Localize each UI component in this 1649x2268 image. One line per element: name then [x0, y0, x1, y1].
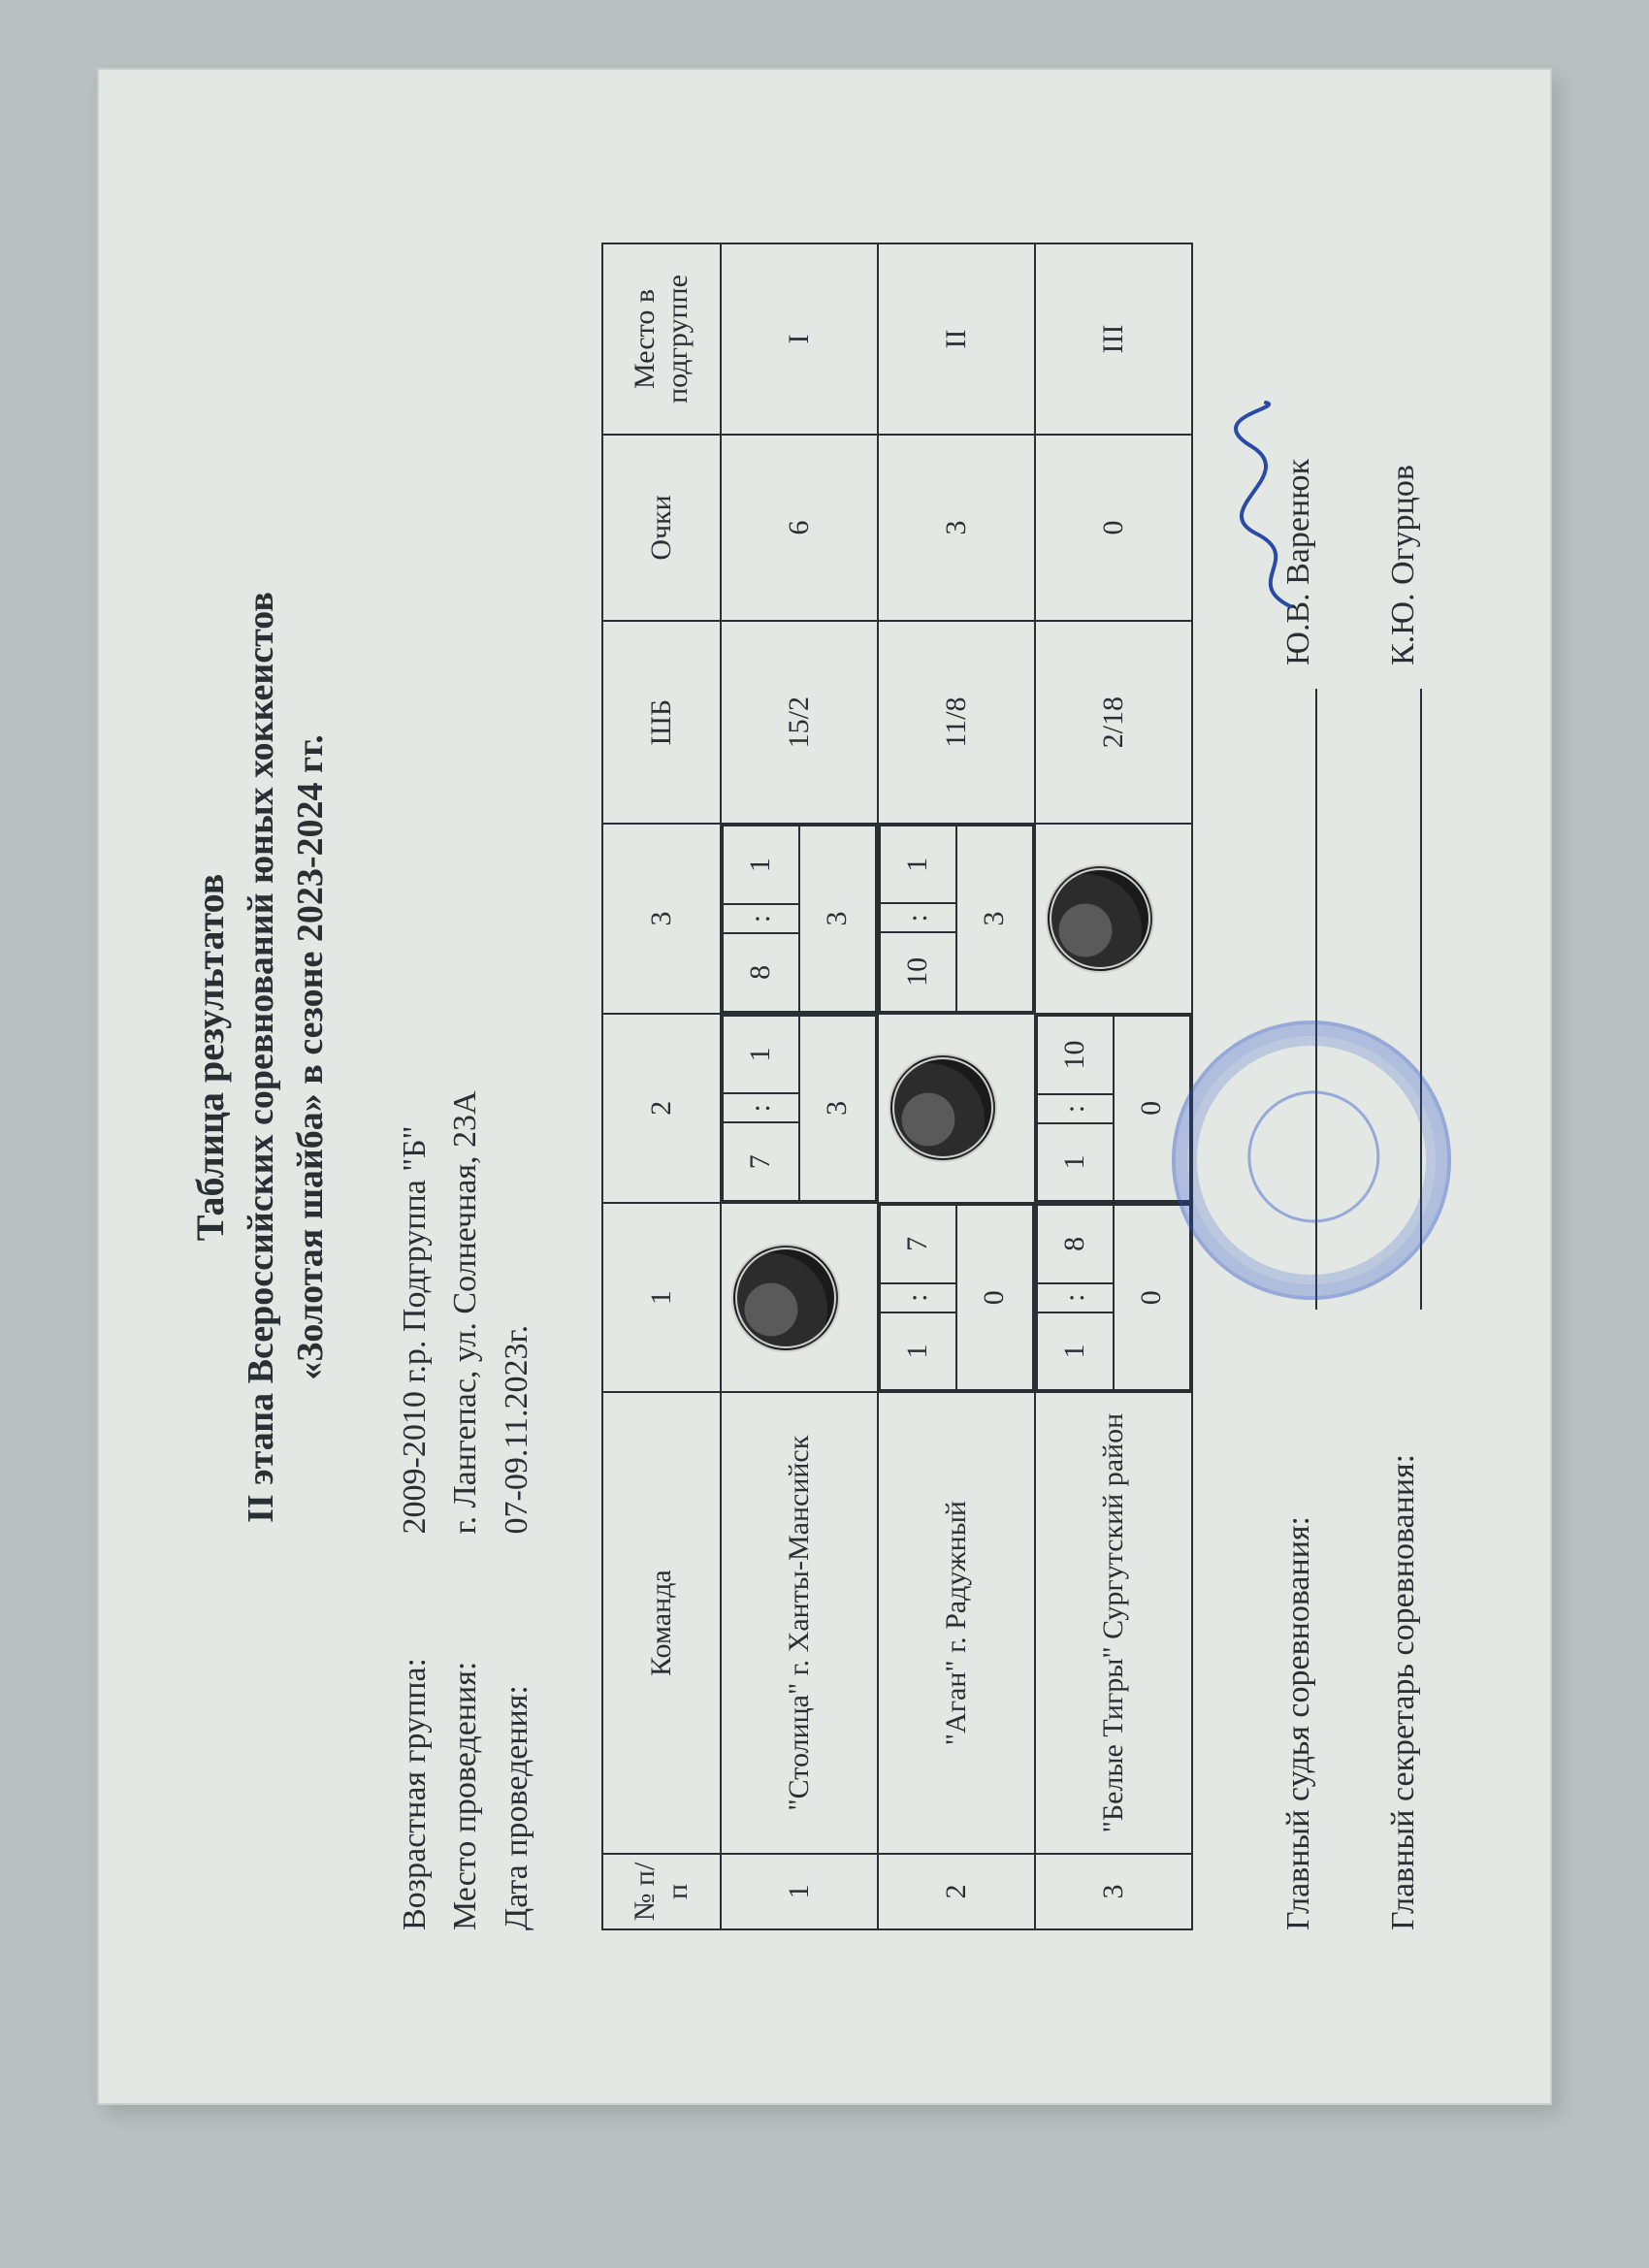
score-b: 10	[1037, 1016, 1114, 1095]
table-row: 2"Аган" г. Радужный1:7010:1311/83II	[878, 243, 1035, 1929]
meta-age-label: Возрастная группа:	[390, 1542, 441, 1930]
meta-row-age: Возрастная группа: 2009-2010 г.р. Подгру…	[390, 184, 441, 1930]
results-table: № п/п Команда 1 2 3 ШБ Очки Место в подг…	[601, 243, 1193, 1930]
title-line-3: «Золотая шайба» в сезоне 2023-2024 гг.	[286, 184, 336, 1930]
team-seal-icon	[731, 1244, 840, 1352]
cell-match: 8:13	[721, 824, 878, 1013]
match-subtable: 1:70	[879, 1204, 1034, 1391]
match-subtable: 10:13	[879, 825, 1034, 1012]
team-seal-icon	[889, 1053, 997, 1162]
cell-place: II	[878, 243, 1035, 435]
cell-match: 1:100	[1035, 1014, 1192, 1203]
meta-row-place: Место проведения: г. Лангепас, ул. Солне…	[440, 184, 492, 1930]
paper-sheet: Таблица результатов II этапа Всероссийск…	[97, 68, 1552, 2105]
cell-team: "Аган" г. Радужный	[878, 1392, 1035, 1854]
score-colon: :	[1037, 1094, 1114, 1123]
score-colon: :	[723, 904, 799, 933]
score-colon: :	[1037, 1283, 1114, 1312]
th-team: Команда	[602, 1392, 721, 1854]
th-vs-3: 3	[602, 824, 721, 1013]
cell-points: 6	[721, 435, 878, 621]
cell-self	[878, 1014, 1035, 1203]
score-b: 7	[880, 1205, 956, 1283]
match-points: 3	[799, 1016, 876, 1201]
score-a: 1	[880, 1312, 956, 1391]
cell-team: "Столица" г. Ханты-Мансийск	[721, 1392, 878, 1854]
score-colon: :	[723, 1093, 799, 1122]
cell-match: 1:80	[1035, 1203, 1192, 1392]
scan-background: Таблица результатов II этапа Всероссийск…	[0, 0, 1649, 2268]
cell-self	[721, 1203, 878, 1392]
cell-shb: 15/2	[721, 621, 878, 824]
score-a: 1	[1037, 1123, 1114, 1201]
match-subtable: 8:13	[722, 825, 877, 1012]
sign-secretary-name: К.Ю. Огурцов	[1385, 465, 1422, 665]
team-seal-icon	[1046, 864, 1154, 973]
meta-age-value: 2009-2010 г.р. Подгруппа "Б"	[397, 1125, 433, 1534]
meta-block: Возрастная группа: 2009-2010 г.р. Подгру…	[390, 184, 543, 1930]
match-points: 0	[1114, 1205, 1190, 1390]
cell-shb: 2/18	[1035, 621, 1192, 824]
cell-num: 3	[1035, 1854, 1192, 1929]
score-a: 10	[880, 932, 956, 1012]
th-place: Место в подгруппе	[602, 243, 721, 435]
cell-match: 7:13	[721, 1014, 878, 1203]
th-num: № п/п	[602, 1854, 721, 1929]
cell-match: 1:70	[878, 1203, 1035, 1392]
score-a: 1	[1037, 1312, 1114, 1391]
meta-date-label: Дата проведения:	[492, 1542, 543, 1930]
title-line-2: II этапа Всероссийских соревнований юных…	[237, 184, 286, 1930]
score-b: 1	[880, 826, 956, 903]
th-vs-2: 2	[602, 1014, 721, 1203]
score-colon: :	[880, 903, 956, 932]
score-b: 8	[1037, 1205, 1114, 1283]
table-row: 1"Столица" г. Ханты-Мансийск7:138:1315/2…	[721, 243, 878, 1929]
th-shb: ШБ	[602, 621, 721, 824]
table-row: 3"Белые Тигры" Сургутский район1:801:100…	[1035, 243, 1192, 1929]
th-vs-1: 1	[602, 1203, 721, 1392]
signatures-block: Главный судья соревнования: Ю.В. Варенюк…	[1280, 184, 1422, 1930]
meta-date-value: 07-09.11.2023г.	[499, 1325, 534, 1535]
meta-row-date: Дата проведения: 07-09.11.2023г.	[492, 184, 543, 1930]
meta-place-label: Место проведения:	[440, 1542, 492, 1930]
cell-place: I	[721, 243, 878, 435]
sign-judge-label: Главный судья соревнования:	[1280, 1310, 1317, 1930]
match-points: 3	[956, 826, 1033, 1011]
score-b: 1	[723, 1016, 799, 1094]
match-subtable: 7:13	[722, 1015, 877, 1202]
cell-place: III	[1035, 243, 1192, 435]
title-block: Таблица результатов II этапа Всероссийск…	[184, 184, 337, 1930]
match-subtable: 1:100	[1036, 1015, 1191, 1202]
cell-self	[1035, 824, 1192, 1013]
signature-scribble-icon	[1232, 398, 1310, 611]
sign-secretary-label: Главный секретарь соревнования:	[1385, 1310, 1422, 1930]
document-landscape: Таблица результатов II этапа Всероссийск…	[97, 68, 1552, 2105]
score-b: 1	[723, 826, 799, 904]
score-colon: :	[880, 1283, 956, 1312]
cell-points: 3	[878, 435, 1035, 621]
table-header-row: № п/п Команда 1 2 3 ШБ Очки Место в подг…	[602, 243, 721, 1929]
cell-num: 2	[878, 1854, 1035, 1929]
round-stamp-icon	[1146, 994, 1477, 1326]
cell-shb: 11/8	[878, 621, 1035, 824]
match-points: 0	[956, 1205, 1033, 1390]
score-a: 8	[723, 933, 799, 1012]
cell-match: 10:13	[878, 824, 1035, 1013]
title-line-1: Таблица результатов	[184, 184, 237, 1930]
cell-num: 1	[721, 1854, 878, 1929]
match-subtable: 1:80	[1036, 1204, 1191, 1391]
cell-team: "Белые Тигры" Сургутский район	[1035, 1392, 1192, 1854]
th-pts: Очки	[602, 435, 721, 621]
score-a: 7	[723, 1122, 799, 1201]
cell-points: 0	[1035, 435, 1192, 621]
meta-place-value: г. Лангепас, ул. Солнечная, 23А	[447, 1090, 483, 1534]
match-points: 3	[799, 826, 876, 1011]
